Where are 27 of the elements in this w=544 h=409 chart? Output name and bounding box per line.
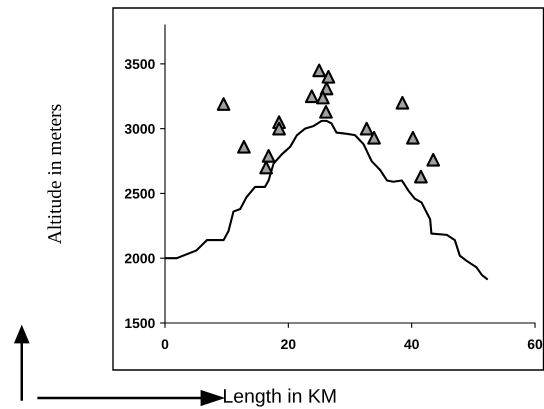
x-tick-label: 40 <box>404 339 419 350</box>
point <box>360 122 374 136</box>
point <box>272 122 286 136</box>
point <box>237 140 251 154</box>
x-tick-label: 0 <box>162 339 168 350</box>
point <box>216 97 230 111</box>
y-tick-label: 3000 <box>124 124 155 134</box>
point <box>396 96 410 110</box>
y-tick-label: 2500 <box>124 188 155 199</box>
y-tick-label: 3500 <box>124 59 155 70</box>
y-tick-label: 1500 <box>125 318 155 328</box>
point <box>406 130 420 145</box>
y-tick-label: 2000 <box>124 254 155 264</box>
point <box>262 149 276 163</box>
y-axis-title: Altitude in meters <box>47 104 62 244</box>
point <box>259 160 273 174</box>
point <box>426 152 440 167</box>
point <box>304 89 319 104</box>
point <box>312 63 326 78</box>
x-axis-title: Length in KM <box>224 388 336 407</box>
point <box>322 70 336 84</box>
point <box>414 170 428 184</box>
point <box>319 104 333 119</box>
x-tick-label: 20 <box>281 339 296 350</box>
point <box>367 130 381 145</box>
point <box>316 90 330 104</box>
x-tick-label: 60 <box>528 339 542 350</box>
